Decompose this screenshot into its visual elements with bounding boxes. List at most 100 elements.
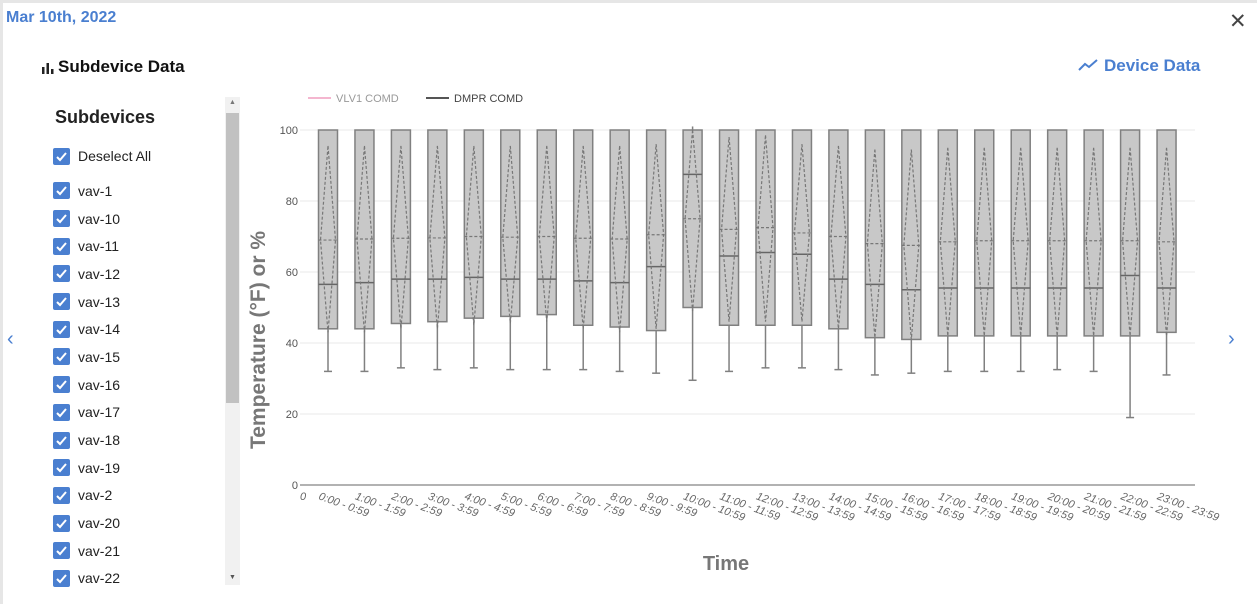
- subdevice-label: vav-22: [78, 570, 121, 587]
- checkbox-checked-icon: [53, 147, 70, 165]
- box-body: [1046, 129, 1068, 337]
- checkbox-checked-icon: [53, 265, 70, 283]
- checkbox-checked-icon: [53, 348, 70, 366]
- box-16: [901, 129, 922, 374]
- subdevice-checkbox[interactable]: vav-11: [53, 232, 223, 260]
- box-2: [390, 129, 412, 369]
- sd-diamond: [720, 137, 738, 322]
- subdevice-list: Deselect All vav-1 vav-10 vav-11 vav-12 vav-…: [53, 143, 223, 588]
- sd-diamond: [684, 129, 701, 312]
- sd-diamond: [648, 144, 665, 329]
- box-12: [755, 129, 776, 369]
- next-chevron-icon[interactable]: ›: [1228, 328, 1235, 350]
- box-body: [864, 129, 886, 339]
- scroll-up-arrow-icon[interactable]: ▲: [229, 99, 236, 106]
- subdevice-label: vav-2: [78, 487, 113, 504]
- sd-diamond: [757, 135, 774, 322]
- subdevices-heading: Subdevices: [55, 107, 156, 127]
- subdevice-label: vav-21: [78, 542, 121, 559]
- subdevice-checkbox[interactable]: vav-2: [53, 482, 223, 510]
- y-tick-label: 0: [292, 480, 298, 492]
- subdevice-checkbox[interactable]: vav-17: [53, 399, 223, 427]
- subdevice-checkbox[interactable]: vav-16: [53, 371, 223, 399]
- subdevice-checkbox[interactable]: vav-15: [53, 343, 223, 371]
- box-8: [609, 129, 630, 373]
- box-3: [427, 129, 448, 371]
- checkbox-checked-icon: [53, 486, 70, 504]
- box-19: [1010, 129, 1031, 373]
- sd-diamond: [1158, 147, 1175, 336]
- box-body: [1083, 129, 1104, 337]
- subdevice-checkbox[interactable]: vav-1: [53, 177, 223, 205]
- subdevice-checkbox[interactable]: vav-14: [53, 315, 223, 343]
- box-10: [682, 126, 703, 382]
- checkbox-checked-icon: [53, 320, 70, 338]
- sd-diamond: [1012, 147, 1029, 336]
- box-17: [937, 129, 959, 373]
- subdevice-label: vav-15: [78, 348, 121, 365]
- checkbox-checked-icon: [53, 293, 70, 311]
- legend-label: VLV1 COMD: [336, 93, 399, 105]
- subdevice-checkbox[interactable]: vav-10: [53, 205, 223, 233]
- subdevice-label: vav-1: [78, 182, 113, 199]
- x-origin-label: 0: [300, 491, 307, 503]
- subdevice-checkbox[interactable]: vav-22: [53, 565, 223, 588]
- sd-diamond: [319, 145, 337, 333]
- chart-legend: VLV1 COMD DMPR COMD: [308, 93, 523, 105]
- scrollbar-thumb[interactable]: [226, 113, 239, 403]
- checkbox-checked-icon: [53, 569, 70, 587]
- x-axis-title: Time: [703, 553, 749, 575]
- subdevice-label: vav-17: [78, 404, 121, 421]
- subdevice-label: vav-10: [78, 210, 121, 227]
- subdevice-label: vav-16: [78, 376, 121, 393]
- subdevice-checkbox[interactable]: vav-13: [53, 288, 223, 316]
- sd-diamond: [866, 149, 883, 338]
- legend-label: DMPR COMD: [454, 93, 523, 105]
- scroll-down-arrow-icon[interactable]: ▼: [229, 574, 236, 581]
- subdevice-label: vav-11: [78, 238, 119, 255]
- y-tick-label: 80: [286, 196, 298, 208]
- box-4: [463, 129, 485, 369]
- sd-diamond: [611, 145, 628, 333]
- subdevice-checkbox[interactable]: vav-20: [53, 509, 223, 537]
- box-0: [317, 129, 339, 373]
- subdevice-label: vav-18: [78, 432, 121, 449]
- checkbox-checked-icon: [53, 514, 70, 532]
- y-axis-title: Temperature (°F) or %: [247, 231, 270, 449]
- prev-chevron-icon[interactable]: ‹: [7, 328, 14, 350]
- sd-diamond: [392, 145, 410, 329]
- sd-diamond: [502, 145, 519, 324]
- chart-grid: [300, 129, 1195, 486]
- checkbox-checked-icon: [53, 237, 70, 255]
- sd-diamond: [903, 149, 920, 340]
- subdevice-checkbox[interactable]: vav-18: [53, 426, 223, 454]
- checkbox-checked-icon: [53, 542, 70, 560]
- section-title: Subdevice Data: [58, 57, 185, 76]
- device-data-link[interactable]: Device Data: [1078, 56, 1200, 76]
- y-axis-ticks: 0 20 40 60 80 100: [280, 125, 298, 492]
- checkbox-checked-icon: [53, 376, 70, 394]
- subdevice-checkbox[interactable]: vav-19: [53, 454, 223, 482]
- box-13: [791, 129, 813, 369]
- subdevice-checkbox[interactable]: vav-21: [53, 537, 223, 565]
- box-21: [1083, 129, 1104, 373]
- y-tick-label: 20: [286, 409, 298, 421]
- box-body: [1119, 129, 1141, 337]
- box-body: [1156, 129, 1177, 334]
- box-6: [536, 129, 557, 371]
- box-11: [718, 129, 740, 373]
- date-title: Mar 10th, 2022: [6, 9, 117, 26]
- chart-boxes: [317, 126, 1177, 419]
- subdevice-label: vav-12: [78, 265, 121, 282]
- sd-diamond: [1121, 147, 1139, 336]
- sd-diamond: [793, 144, 811, 322]
- sd-diamond: [538, 145, 555, 322]
- subdevice-checkbox[interactable]: vav-12: [53, 260, 223, 288]
- deselect-all-checkbox[interactable]: Deselect All: [53, 143, 223, 169]
- box-body: [645, 129, 667, 332]
- box-9: [645, 129, 667, 374]
- box-body: [1010, 129, 1031, 337]
- sd-diamond: [1085, 147, 1102, 336]
- close-icon[interactable]: ✕: [1229, 10, 1247, 33]
- box-18: [974, 129, 995, 373]
